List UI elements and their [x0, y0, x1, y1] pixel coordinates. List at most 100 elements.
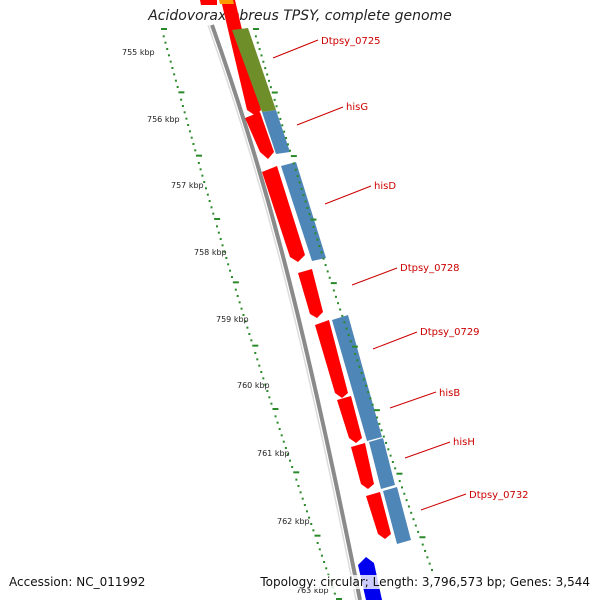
accession-text: Accession: NC_011992: [9, 575, 146, 589]
gene-green-bar[interactable]: [232, 28, 276, 112]
label-leader: [372, 331, 418, 350]
tick-mark: [273, 98, 276, 101]
tick-mark: [316, 238, 319, 241]
tick-mark: [214, 218, 221, 220]
gene-blue-bar[interactable]: [332, 315, 382, 441]
tick-mark: [283, 130, 286, 133]
tick-mark: [410, 511, 413, 514]
tick-mark: [227, 263, 230, 266]
gene-blue-bar[interactable]: [281, 162, 326, 261]
tick-mark: [286, 453, 289, 456]
kbp-label: 757 kbp: [171, 181, 204, 190]
tick-mark: [206, 193, 209, 196]
tick-mark: [219, 238, 222, 240]
tick-mark: [328, 276, 331, 279]
tick-mark: [303, 504, 306, 506]
gene-label[interactable]: Dtpsy_0728: [400, 263, 460, 274]
tick-mark: [389, 454, 392, 457]
tick-mark: [242, 314, 245, 316]
tick-mark: [256, 358, 259, 361]
tick-mark: [208, 200, 211, 202]
tick-mark: [162, 35, 165, 38]
tick-mark: [278, 428, 281, 430]
label-leader: [389, 391, 437, 409]
cds-bar[interactable]: [366, 492, 391, 539]
tick-mark: [238, 301, 241, 304]
tick-mark: [268, 79, 271, 82]
tick-mark: [302, 194, 305, 197]
tick-mark: [277, 111, 280, 114]
gene-orange-bar[interactable]: [219, 0, 234, 4]
tick-mark: [293, 471, 300, 474]
tick-mark: [250, 339, 253, 342]
tick-mark: [256, 41, 259, 44]
tick-mark: [373, 409, 380, 412]
tick-mark: [332, 289, 335, 292]
cds-bar[interactable]: [245, 112, 274, 159]
cds-bar[interactable]: [221, 0, 261, 116]
cds-bar[interactable]: [351, 443, 374, 489]
tick-mark: [199, 168, 202, 171]
tick-mark: [225, 257, 228, 259]
tick-mark: [217, 231, 220, 234]
tick-mark: [244, 320, 247, 323]
tick-mark: [262, 60, 265, 63]
tick-mark: [351, 345, 358, 348]
tick-mark: [326, 270, 329, 273]
tick-mark: [205, 187, 208, 190]
tick-mark: [339, 308, 342, 311]
gene-label[interactable]: hisD: [374, 181, 396, 192]
tick-mark: [347, 333, 350, 336]
tick-mark: [345, 327, 348, 330]
tick-mark: [180, 98, 183, 101]
gene-blue-bar[interactable]: [369, 438, 395, 489]
tick-mark: [376, 416, 379, 419]
tick-mark: [343, 321, 346, 324]
genome-backbone-inner: [207, 24, 357, 600]
tick-mark: [258, 364, 261, 367]
gene-blue-bar[interactable]: [383, 487, 411, 544]
tick-mark: [187, 124, 190, 126]
label-leader: [351, 267, 398, 286]
tick-mark: [320, 251, 323, 254]
cds-bar[interactable]: [298, 269, 323, 318]
tick-mark: [192, 143, 195, 145]
cds-bar[interactable]: [200, 0, 217, 5]
tick-mark: [387, 448, 390, 451]
tick-mark: [403, 492, 406, 495]
tick-mark: [327, 573, 330, 576]
tick-mark: [196, 154, 203, 157]
gene-blue-bar[interactable]: [262, 110, 290, 154]
cds-bar[interactable]: [315, 320, 348, 398]
tick-mark: [382, 435, 385, 438]
tick-mark: [260, 371, 263, 373]
tick-mark: [306, 206, 309, 209]
gene-label[interactable]: hisH: [453, 437, 475, 448]
gene-label[interactable]: Dtpsy_0732: [469, 490, 529, 501]
gene-label[interactable]: Dtpsy_0725: [321, 36, 381, 47]
tick-mark: [271, 91, 278, 94]
cds-bar[interactable]: [337, 396, 362, 443]
label-leader: [404, 441, 451, 459]
tick-mark: [284, 447, 287, 449]
gene-track: [219, 0, 411, 544]
gene-label[interactable]: hisB: [439, 388, 460, 399]
gene-label[interactable]: hisG: [346, 102, 368, 113]
tick-mark: [290, 155, 297, 158]
gene-label[interactable]: Dtpsy_0729: [420, 327, 480, 338]
tick-mark: [201, 174, 204, 177]
tick-mark: [270, 402, 273, 405]
tick-mark: [356, 359, 359, 362]
tick-mark: [258, 48, 261, 51]
kbp-label: 755 kbp: [122, 48, 155, 57]
tick-mark: [262, 377, 265, 380]
tick-mark: [365, 384, 368, 387]
tick-mark: [341, 314, 344, 317]
tick-mark: [371, 403, 374, 406]
tick-mark: [230, 276, 233, 278]
tick-mark: [181, 105, 184, 107]
cds-bar[interactable]: [262, 166, 305, 262]
tick-mark: [164, 41, 167, 44]
tick-mark: [183, 111, 186, 114]
